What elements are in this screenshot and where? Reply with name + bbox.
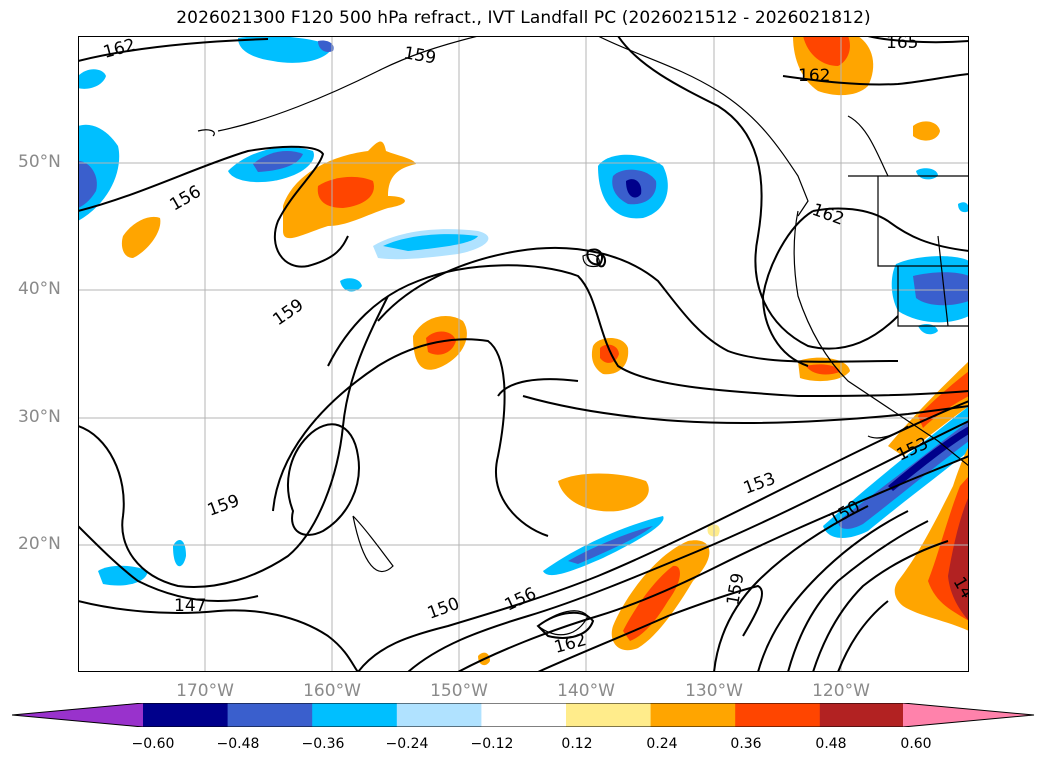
lon-label-130w: 130°W	[685, 681, 743, 701]
colorbar-segment	[227, 703, 313, 727]
colorbar-extend-high	[903, 703, 1034, 727]
colorbar-segment	[650, 703, 736, 727]
lon-label-170w: 170°W	[176, 681, 234, 701]
colorbar-segment	[312, 703, 398, 727]
colorbar-segment	[481, 703, 567, 727]
colorbar-tick: −0.36	[301, 736, 345, 752]
contour-label: 156	[502, 584, 540, 616]
contour-label: 156	[167, 182, 205, 216]
colorbar-tick: 0.48	[815, 736, 847, 752]
colorbar-tick: −0.48	[216, 736, 260, 752]
lat-label-40n: 40°N	[18, 279, 61, 299]
colorbar-tick: 0.60	[900, 736, 932, 752]
map-area: 162 159 165 162 156 162 159 159 153 153 …	[78, 36, 969, 672]
colorbar-extend-low	[12, 703, 143, 727]
lon-label-120w: 120°W	[812, 681, 870, 701]
contour-label: 159	[269, 295, 307, 330]
colorbar-tick: 0.36	[730, 736, 762, 752]
colorbar-tick: −0.12	[470, 736, 514, 752]
lon-label-160w: 160°W	[303, 681, 361, 701]
lat-label-50n: 50°N	[18, 152, 61, 172]
contour-label: 159	[723, 571, 748, 606]
contour-label: 162	[101, 36, 138, 63]
contour-label: 162	[798, 66, 830, 86]
colorbar-tick: −0.60	[131, 736, 175, 752]
colorbar-segment	[735, 703, 821, 727]
lon-label-150w: 150°W	[430, 681, 488, 701]
contour-label: 165	[886, 36, 918, 53]
lat-label-30n: 30°N	[18, 407, 61, 427]
lat-label-20n: 20°N	[18, 534, 61, 554]
colorbar-tick: −0.24	[385, 736, 429, 752]
colorbar-tick: 0.12	[561, 736, 593, 752]
contour-label: 159	[402, 43, 437, 68]
contour-label: 150	[425, 594, 462, 624]
map-title: 2026021300 F120 500 hPa refract., IVT La…	[176, 8, 871, 28]
colorbar-segment	[143, 703, 229, 727]
colorbar-segment	[566, 703, 652, 727]
colorbar-tick: 0.24	[646, 736, 678, 752]
colorbar-segment	[396, 703, 482, 727]
lon-label-140w: 140°W	[557, 681, 615, 701]
contour-label: 147	[174, 596, 206, 616]
contour-label: 159	[205, 491, 242, 521]
colorbar	[12, 703, 1035, 727]
colorbar-segment	[819, 703, 905, 727]
